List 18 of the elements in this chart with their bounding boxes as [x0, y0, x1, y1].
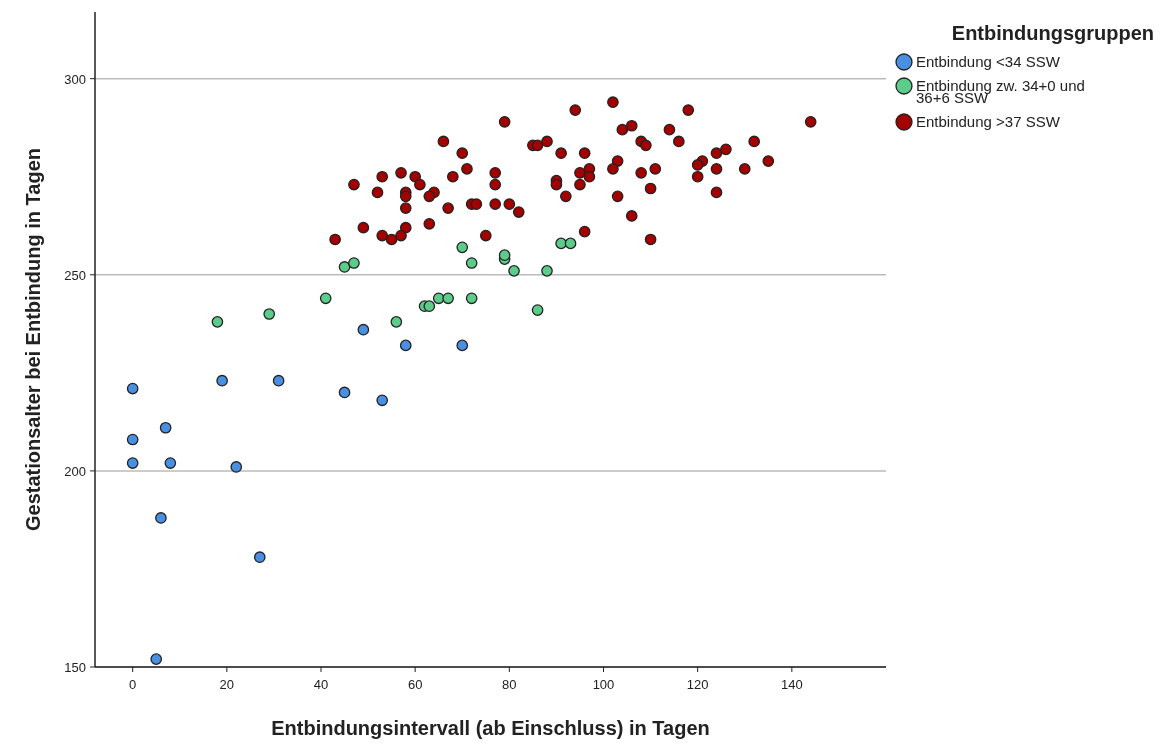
x-tick-label: 0 — [129, 677, 137, 692]
x-tick-label: 140 — [780, 677, 803, 692]
y-tick-label: 300 — [64, 71, 86, 87]
x-axis-title: Entbindungsintervall (ab Einschluss) in Tagen — [271, 717, 710, 739]
y-tick-label: 150 — [64, 660, 86, 675]
x-tick-label: 40 — [313, 677, 329, 692]
legend-label: Entbindung >37 SSW — [916, 113, 1061, 130]
y-tick-label: 250 — [64, 267, 86, 283]
legend-label: Entbindung zw. 34+0 und 36+6 SSW — [916, 77, 1085, 106]
y-tick-label: 200 — [64, 463, 86, 479]
x-tick-label: 20 — [219, 677, 235, 692]
x-tick-label: 100 — [592, 677, 615, 692]
x-tick-label: 80 — [502, 677, 517, 692]
legend-label: Entbindung <34 SSW — [916, 53, 1061, 70]
x-tick-label: 60 — [407, 677, 423, 692]
y-axis-title: Gestationsalter bei Entbindung in Tagen — [22, 148, 44, 531]
x-tick-label: 120 — [686, 677, 709, 692]
legend-title: Entbindungsgruppen — [951, 22, 1154, 44]
